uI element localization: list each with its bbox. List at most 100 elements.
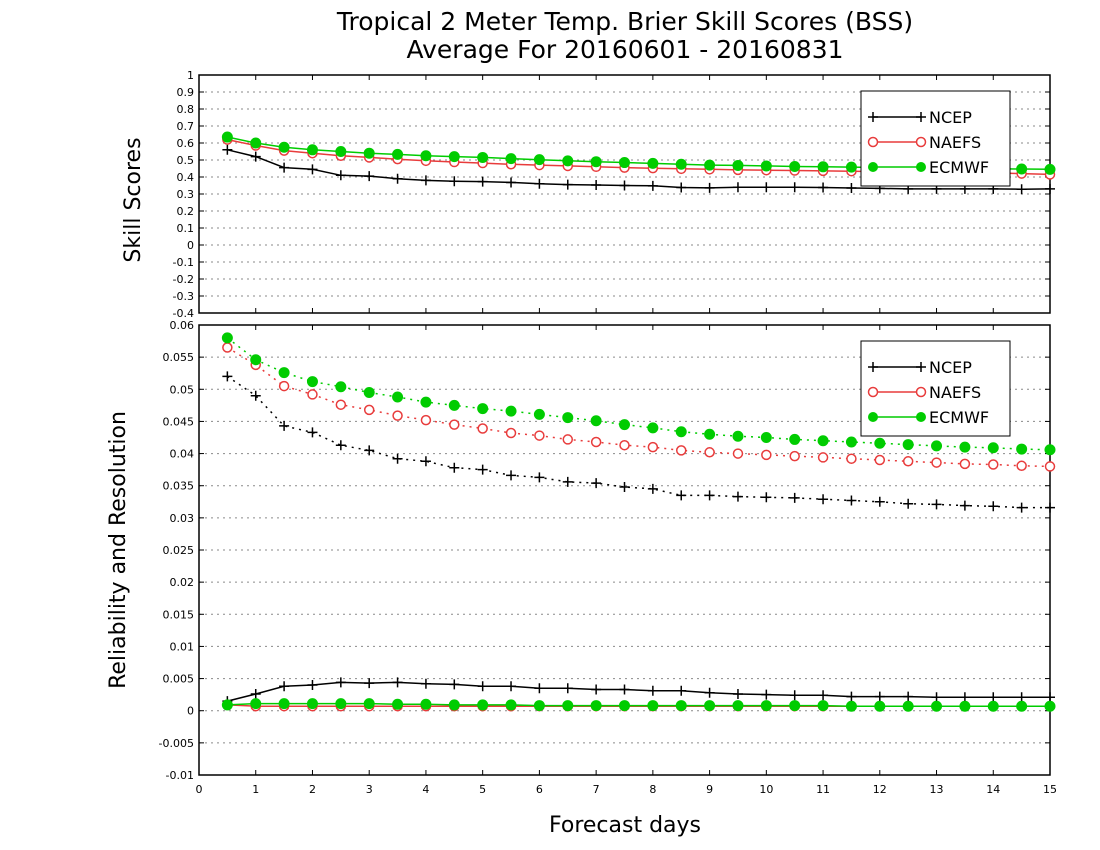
data-point-ncep (874, 496, 885, 507)
data-point-ecmwf (221, 131, 233, 143)
data-point-ncep (534, 178, 545, 189)
data-point-ecmwf (533, 700, 545, 712)
data-point-ncep (1045, 502, 1055, 513)
data-point-ecmwf (1044, 444, 1056, 456)
data-point-ncep (846, 691, 857, 702)
data-point-ecmwf (278, 367, 290, 379)
y-tick-label: 0.03 (170, 512, 195, 525)
data-point-naefs (505, 427, 517, 439)
data-point-ncep (562, 476, 573, 487)
data-point-ecmwf (647, 700, 659, 712)
y-tick-label: 0.025 (163, 544, 195, 557)
data-point-ecmwf (619, 419, 630, 431)
data-point-ncep (959, 692, 970, 703)
data-point-naefs (1016, 460, 1027, 472)
x-tick-label: 14 (986, 783, 1000, 796)
data-point-naefs (846, 453, 857, 464)
data-point-ncep (591, 684, 602, 695)
data-point-ncep (1016, 184, 1027, 195)
data-point-ecmwf (505, 405, 517, 417)
data-point-ncep (534, 472, 545, 483)
data-point-ncep (988, 501, 999, 512)
top-panel-y-label: Skill Scores (121, 137, 146, 262)
data-point-ncep (420, 456, 431, 467)
data-point-ecmwf (760, 700, 772, 712)
data-point-ncep (903, 691, 914, 702)
y-tick-label: 0.7 (177, 120, 195, 133)
data-point-ecmwf (902, 700, 914, 712)
legend-marker (867, 136, 879, 148)
data-point-ncep (959, 500, 970, 511)
data-point-ncep (562, 683, 573, 694)
legend-label-naefs: NAEFS (929, 133, 981, 152)
data-point-naefs (988, 459, 999, 470)
data-point-ecmwf (505, 699, 517, 711)
legend-marker (916, 162, 926, 172)
y-tick-label: 0.015 (163, 608, 195, 621)
bottom-panel: Reliability and Resolution -0.01 -0.005 0 0… (106, 319, 1057, 796)
x-tick-label: 15 (1043, 783, 1057, 796)
data-point-ncep (335, 440, 346, 451)
data-point-ncep (420, 678, 431, 689)
data-point-naefs (874, 454, 886, 466)
legend-marker (868, 412, 878, 422)
x-tick-label: 8 (649, 783, 656, 796)
data-point-ncep (250, 390, 261, 401)
data-point-naefs (817, 452, 829, 463)
y-tick-label: 0.5 (177, 154, 195, 167)
data-point-ncep (392, 453, 403, 464)
data-point-ecmwf (874, 437, 886, 449)
data-point-ecmwf (959, 700, 971, 712)
legend-label-naefs: NAEFS (929, 383, 981, 402)
data-point-ncep (534, 683, 545, 694)
data-point-ecmwf (392, 148, 404, 160)
y-tick-label: -0.4 (173, 307, 194, 320)
x-tick-label: 1 (252, 783, 259, 796)
data-point-ecmwf (363, 698, 375, 710)
data-point-naefs (222, 342, 233, 353)
data-point-ecmwf (817, 435, 829, 447)
data-point-ncep (619, 180, 630, 191)
data-point-ncep (279, 681, 290, 692)
data-point-naefs (619, 439, 630, 451)
data-point-ncep (732, 182, 743, 193)
data-point-ncep (704, 182, 715, 193)
y-tick-label: 0.01 (170, 640, 195, 653)
data-point-ncep (903, 498, 914, 509)
data-point-ncep (676, 490, 687, 501)
data-point-ncep (761, 492, 772, 503)
data-point-ncep (364, 171, 375, 182)
data-point-naefs (590, 436, 602, 448)
chart-title: Tropical 2 Meter Temp. Brier Skill Score… (336, 7, 913, 36)
data-point-ncep (647, 685, 658, 696)
data-point-ncep (789, 492, 800, 503)
data-point-ncep (506, 177, 517, 188)
data-point-ecmwf (420, 698, 432, 710)
plot-frame (198, 74, 1051, 314)
data-point-ncep (449, 679, 460, 690)
data-point-naefs (477, 423, 488, 434)
data-point-ncep (364, 445, 375, 456)
data-point-ecmwf (477, 151, 489, 163)
data-point-ecmwf (1016, 443, 1028, 455)
data-point-ecmwf (902, 439, 914, 451)
data-point-naefs (704, 447, 715, 458)
data-point-ecmwf (335, 146, 347, 157)
data-point-ecmwf (363, 147, 375, 159)
data-point-naefs (562, 434, 574, 445)
data-point-ecmwf (250, 698, 262, 710)
data-point-ecmwf (562, 155, 574, 167)
data-point-ecmwf (562, 412, 574, 424)
x-tick-label: 5 (479, 783, 486, 796)
data-point-ecmwf (987, 442, 999, 454)
data-point-ecmwf (647, 157, 659, 169)
data-point-naefs (959, 458, 971, 470)
data-point-ncep (307, 427, 318, 438)
data-point-ecmwf (931, 440, 943, 452)
data-point-ncep (761, 182, 772, 193)
data-point-naefs (392, 410, 403, 421)
data-point-ecmwf (704, 700, 716, 712)
data-point-ecmwf (675, 426, 687, 438)
data-point-ecmwf (817, 161, 829, 173)
data-point-ncep (818, 494, 829, 505)
